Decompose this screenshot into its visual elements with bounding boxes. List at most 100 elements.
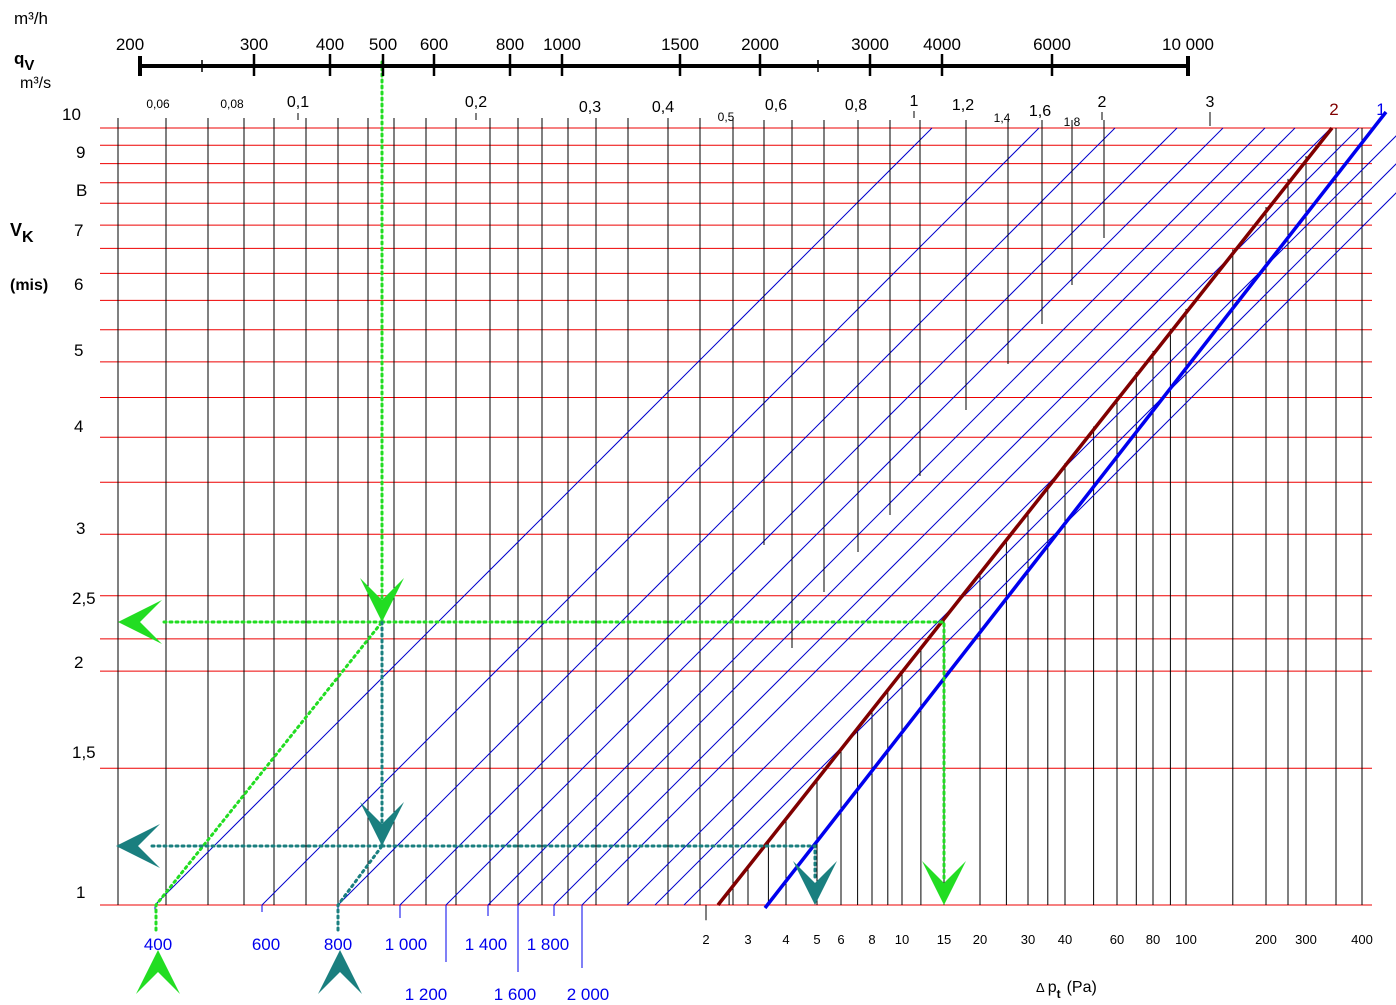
flow-m3s-label: 1,6 (1029, 103, 1051, 120)
pressure-label: 8 (868, 932, 875, 947)
top-axis-label: 10 000 (1162, 35, 1214, 54)
top-axis-label: 4000 (923, 35, 961, 54)
velocity-label: 1,5 (72, 743, 96, 762)
diameter-line (154, 127, 933, 906)
diameter-label: 1 000 (385, 935, 428, 954)
pressure-label: 2 (702, 932, 709, 947)
pressure-label: 300 (1295, 932, 1317, 947)
pressure-label: 20 (973, 932, 987, 947)
flow-m3s-label: 0,6 (765, 97, 787, 114)
flow-m3s-label: 0,3 (579, 99, 601, 116)
pressure-label: 200 (1255, 932, 1277, 947)
flow-m3s-label: 0,1 (287, 94, 309, 111)
loss-curve-2 (716, 126, 1334, 907)
diameter-line (654, 163, 1396, 906)
velocity-label: 2,5 (72, 589, 96, 608)
arrow-green-flow (360, 578, 404, 622)
loss-curve-1 (763, 110, 1388, 910)
diameter-line (553, 127, 1332, 906)
curve-label-1: 1 (1376, 100, 1385, 119)
top-axis-label: 1000 (543, 35, 581, 54)
top-axis-m3h: 200 300 400 500 600 800 1000 1500 2000 3000 4000 60… (116, 35, 1214, 76)
axis-labels: 0,06 0,08 0,1 0,2 0,3 0,4 0,5 0,6 0,8 1 1,2 1,4 1,6 1… (62, 93, 1373, 1004)
flow-m3s-label: 0,8 (845, 97, 867, 114)
flow-m3s-label: 1,2 (952, 97, 974, 114)
velocity-label: 4 (74, 417, 83, 436)
flow-m3s-label: 1,8 (1064, 115, 1081, 129)
flow-marker-lines (763, 120, 1105, 648)
flow-m3s-label: 0,5 (718, 110, 735, 124)
pressure-label: 3 (744, 932, 751, 947)
flow-m3s-label: 3 (1206, 94, 1215, 111)
diameter-line (683, 192, 1396, 906)
diameter-label: 1 200 (405, 985, 448, 1004)
velocity-label: 1 (76, 883, 85, 902)
velocity-label: 9 (76, 143, 85, 162)
top-axis-label: 200 (116, 35, 144, 54)
velocity-label: B (76, 181, 87, 200)
arrow-green-velocity (118, 600, 162, 644)
qv-symbol: qV (14, 49, 34, 74)
example-green-pressure-path (380, 620, 946, 882)
top-axis-label: 6000 (1033, 35, 1071, 54)
arrow-teal-velocity (116, 824, 160, 868)
pressure-label: 30 (1021, 932, 1035, 947)
example-paths (116, 60, 966, 994)
flow-m3s-label: 0,2 (465, 94, 487, 111)
flow-m3s-label: 2 (1098, 94, 1107, 111)
pressure-label: 80 (1146, 932, 1160, 947)
top-axis-label: 500 (369, 35, 397, 54)
flow-m3s-label: 0,06 (146, 97, 170, 111)
pressure-label: 15 (937, 932, 951, 947)
arrow-teal-flow (360, 802, 404, 846)
diameter-label: 1 600 (494, 985, 537, 1004)
top-axis-label: 1500 (661, 35, 699, 54)
arrow-teal-pressure (793, 861, 837, 905)
qv-m3h-unit: m³/h (14, 9, 48, 28)
pressure-label: 10 (895, 932, 909, 947)
velocity-label: 2 (74, 653, 83, 672)
diameter-line (399, 127, 1178, 906)
example-teal-pressure-path (380, 844, 817, 882)
top-axis-label: 600 (420, 35, 448, 54)
velocity-label: 6 (74, 275, 83, 294)
top-axis-label: 400 (316, 35, 344, 54)
flow-m3s-label: 1 (910, 93, 919, 110)
arrow-teal-diameter (318, 950, 362, 994)
velocity-label: 7 (74, 221, 83, 240)
qv-m3s-unit: m³/s (20, 75, 51, 92)
arrow-green-pressure (922, 861, 966, 905)
grid (100, 118, 1372, 921)
diameter-line (445, 127, 1224, 906)
example-teal-diameter-path (336, 844, 384, 932)
diameter-line (517, 127, 1296, 906)
curve-label-2: 2 (1329, 100, 1338, 119)
velocity-label: 10 (62, 105, 81, 124)
flow-m3s-label: 0,08 (220, 97, 244, 111)
diameter-line (261, 127, 1040, 906)
flow-m3s-label: 1,4 (994, 111, 1011, 125)
diameter-line (487, 127, 1266, 906)
diameter-label: 400 (144, 935, 172, 954)
top-axis-label: 3000 (851, 35, 889, 54)
diameter-label: 1 400 (465, 935, 508, 954)
pressure-label: 40 (1058, 932, 1072, 947)
diameter-lines (154, 127, 1396, 972)
diameter-label: 1 800 (527, 935, 570, 954)
velocity-label: 5 (74, 341, 83, 360)
top-axis-label: 800 (496, 35, 524, 54)
vk-symbol: VK (10, 220, 34, 246)
pressure-label: 6 (837, 932, 844, 947)
pressure-label: 4 (782, 932, 789, 947)
pressure-label: 60 (1110, 932, 1124, 947)
pressure-label: 400 (1351, 932, 1373, 947)
diameter-label: 2 000 (567, 985, 610, 1004)
top-axis-label: 2000 (741, 35, 779, 54)
velocity-label: 3 (76, 519, 85, 538)
diameter-line (581, 127, 1360, 906)
arrow-green-diameter (136, 950, 180, 994)
vk-unit: (mis) (10, 277, 48, 294)
